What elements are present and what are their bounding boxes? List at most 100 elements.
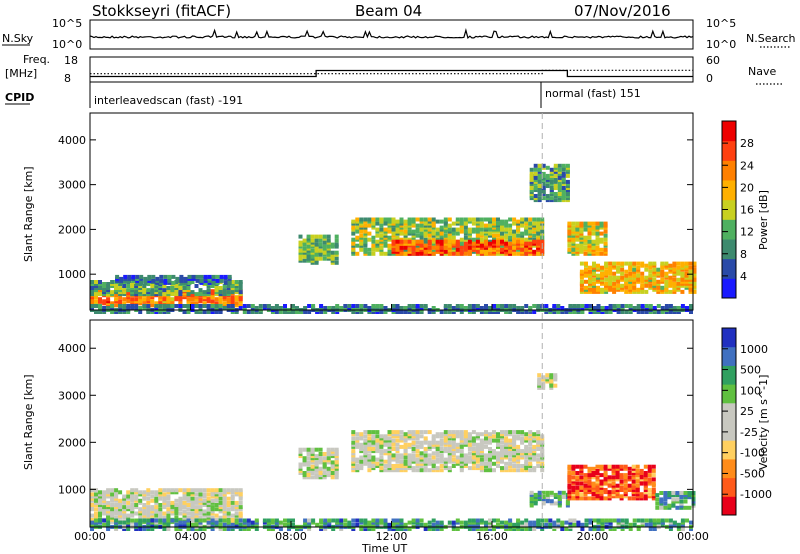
heatmap-cell (595, 245, 600, 250)
heatmap-cell (399, 219, 404, 224)
heatmap-cell (218, 496, 223, 501)
heatmap-cell (603, 475, 608, 480)
heatmap-cell (411, 245, 416, 250)
heatmap-cell (423, 436, 428, 441)
heatmap-cell (150, 288, 155, 293)
heatmap-cell (415, 434, 420, 439)
heatmap-cell (411, 233, 416, 238)
heatmap-cell (443, 245, 448, 250)
heatmap-cell (583, 479, 588, 484)
heatmap-cell (302, 458, 307, 463)
heatmap-cell (447, 520, 452, 525)
heatmap-cell (190, 496, 195, 501)
heatmap-cell (238, 306, 243, 310)
heatmap-cell (318, 234, 323, 239)
heatmap-cell (114, 284, 119, 288)
heatmap-cell (351, 432, 356, 437)
heatmap-cell (512, 221, 517, 226)
heatmap-cell (306, 466, 311, 471)
heatmap-cell (367, 436, 372, 441)
heatmap-cell (371, 217, 376, 222)
heatmap-cell (415, 457, 420, 462)
heatmap-cell (419, 245, 424, 250)
heatmap-cell (496, 440, 500, 445)
heatmap-cell (182, 500, 187, 505)
heatmap-cell (210, 494, 215, 499)
heatmap-cell (198, 498, 203, 503)
heatmap-cell (553, 169, 558, 174)
heatmap-cell (427, 440, 432, 445)
heatmap-cell (680, 271, 685, 276)
heatmap-cell (596, 520, 601, 525)
heatmap-cell (206, 310, 211, 314)
heatmap-cell (484, 461, 488, 466)
heatmap-cell (322, 240, 327, 245)
heatmap-cell (330, 452, 335, 456)
heatmap-cell (439, 459, 444, 464)
heatmap-cell (250, 520, 255, 525)
heatmap-cell (512, 444, 517, 449)
heatmap-cell (415, 461, 420, 466)
heatmap-cell (687, 493, 692, 498)
heatmap-cell (512, 449, 517, 454)
heatmap-cell (587, 475, 592, 480)
heatmap-cell (403, 310, 408, 314)
heatmap-cell (110, 517, 115, 522)
heatmap-cell (122, 507, 127, 512)
heatmap-cell (571, 225, 576, 230)
heatmap-cell (174, 292, 179, 297)
heatmap-cell (459, 468, 464, 473)
heatmap-cell (383, 219, 388, 224)
heatmap-cell (679, 495, 684, 500)
heatmap-cell (595, 464, 600, 469)
heatmap-cell (619, 464, 624, 469)
heatmap-cell (488, 518, 492, 523)
heatmap-cell (451, 464, 456, 468)
heatmap-cell (616, 265, 621, 270)
heatmap-cell (588, 277, 592, 282)
heatmap-cell (106, 288, 111, 293)
heatmap-cell (439, 440, 444, 445)
heatmap-cell (571, 466, 576, 471)
heatmap-cell (234, 515, 239, 520)
heatmap-cell (579, 279, 584, 284)
heatmap-cell (455, 455, 460, 460)
colorbar-swatch (722, 180, 736, 201)
heatmap-cell (651, 490, 656, 495)
heatmap-cell (367, 449, 372, 454)
cpid-segment-1: normal (fast) 151 (545, 87, 641, 100)
heatmap-cell (210, 299, 215, 304)
heatmap-cell (138, 509, 143, 514)
heatmap-cell (479, 449, 484, 454)
heatmap-cell (130, 513, 135, 518)
heatmap-cell (302, 258, 307, 263)
heatmap-cell (90, 520, 94, 525)
heatmap-cell (110, 488, 115, 493)
heatmap-cell (536, 457, 541, 462)
heatmap-cell (612, 277, 617, 282)
heatmap-cell (467, 518, 472, 523)
heatmap-cell (632, 267, 637, 272)
heatmap-cell (504, 304, 509, 308)
heatmap-cell (327, 520, 332, 525)
heatmap-cell (295, 306, 299, 310)
heatmap-cell (262, 520, 267, 525)
heatmap-cell (130, 282, 135, 286)
heatmap-cell (692, 267, 697, 272)
heatmap-cell (266, 520, 271, 525)
heatmap-cell (628, 522, 633, 527)
heatmap-cell (545, 196, 550, 201)
heatmap-cell (419, 468, 424, 473)
heatmap-cell (98, 280, 102, 284)
heatmap-cell (379, 522, 384, 527)
heatmap-cell (488, 438, 492, 443)
heatmap-cell (130, 511, 135, 516)
heatmap-cell (162, 492, 167, 497)
heatmap-cell (387, 217, 392, 222)
heatmap-cell (492, 245, 496, 250)
heatmap-cell (536, 459, 541, 464)
heatmap-cell (592, 518, 597, 523)
heatmap-cell (423, 457, 428, 462)
heatmap-cell (223, 274, 228, 279)
heatmap-cell (322, 462, 327, 467)
